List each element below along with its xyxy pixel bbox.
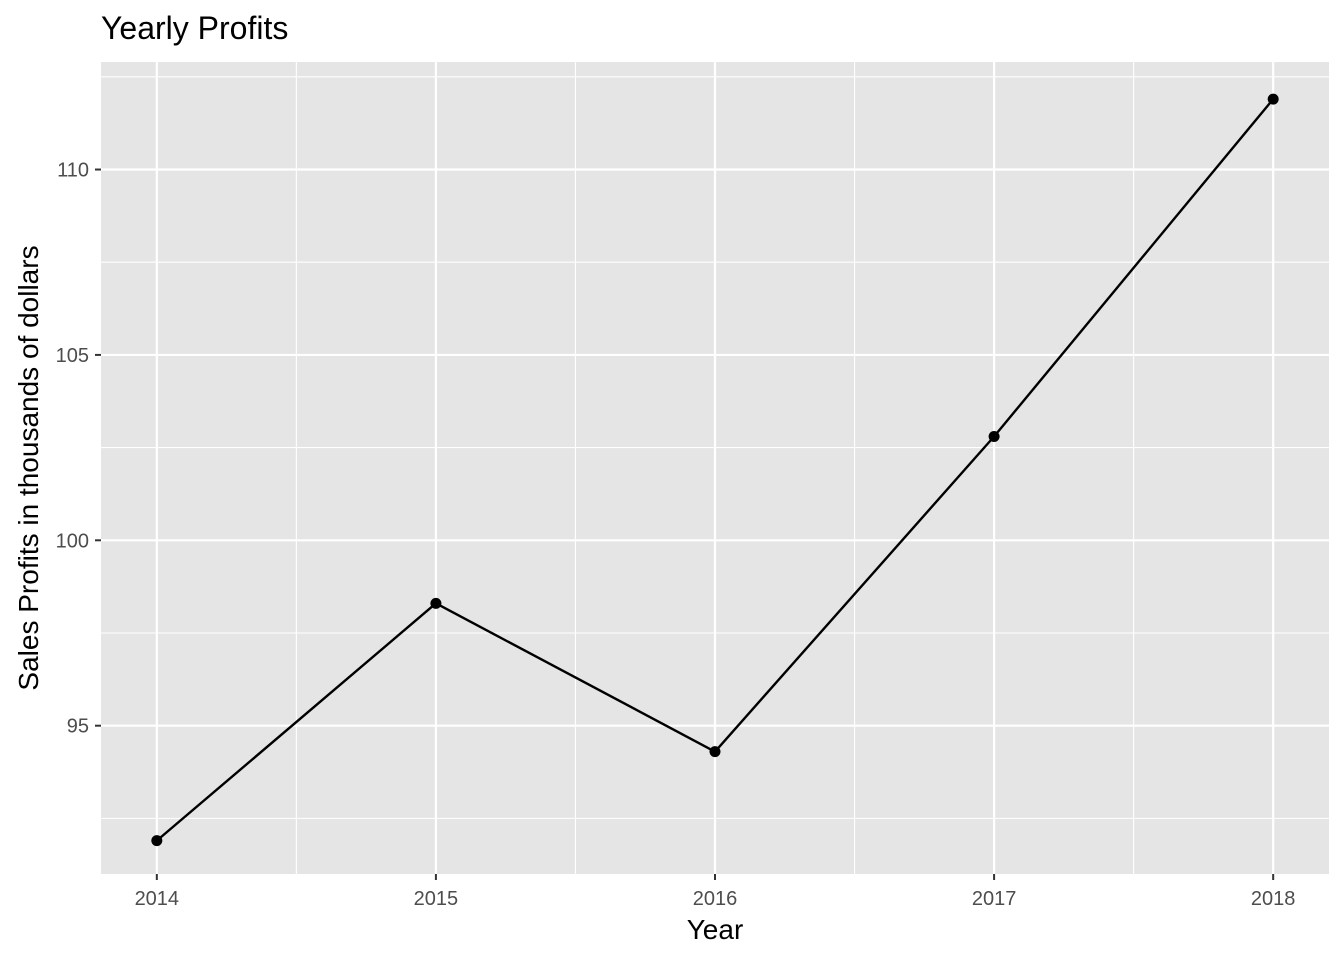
x-axis-title: Year <box>687 914 744 945</box>
data-point-2016 <box>709 746 721 758</box>
data-point-2015 <box>430 597 442 609</box>
x-axis-tick-label: 2015 <box>414 888 459 910</box>
data-point-2017 <box>988 430 1000 442</box>
data-point-2014 <box>151 835 163 847</box>
y-axis-title: Sales Profits in thousands of dollars <box>13 245 44 690</box>
x-axis-tick-label: 2016 <box>693 888 738 910</box>
data-point-2018 <box>1267 93 1279 105</box>
y-axis-tick-label: 100 <box>56 530 89 552</box>
y-axis-tick-label: 110 <box>57 160 89 182</box>
x-axis-tick-label: 2017 <box>972 888 1017 910</box>
y-axis-tick-label: 105 <box>56 345 89 367</box>
y-axis-tick-label: 95 <box>67 716 89 738</box>
x-axis-tick-labels: 2014 2015 2016 2017 2018 <box>135 888 1296 910</box>
major-gridlines <box>101 62 1329 874</box>
axis-ticks <box>95 168 1275 880</box>
x-axis-tick-label: 2018 <box>1251 888 1296 910</box>
x-axis-tick-label: 2014 <box>135 888 180 910</box>
series-points <box>151 93 1279 847</box>
y-axis-tick-labels: 95 100 105 110 <box>56 160 89 738</box>
chart-title: Yearly Profits <box>101 10 288 46</box>
